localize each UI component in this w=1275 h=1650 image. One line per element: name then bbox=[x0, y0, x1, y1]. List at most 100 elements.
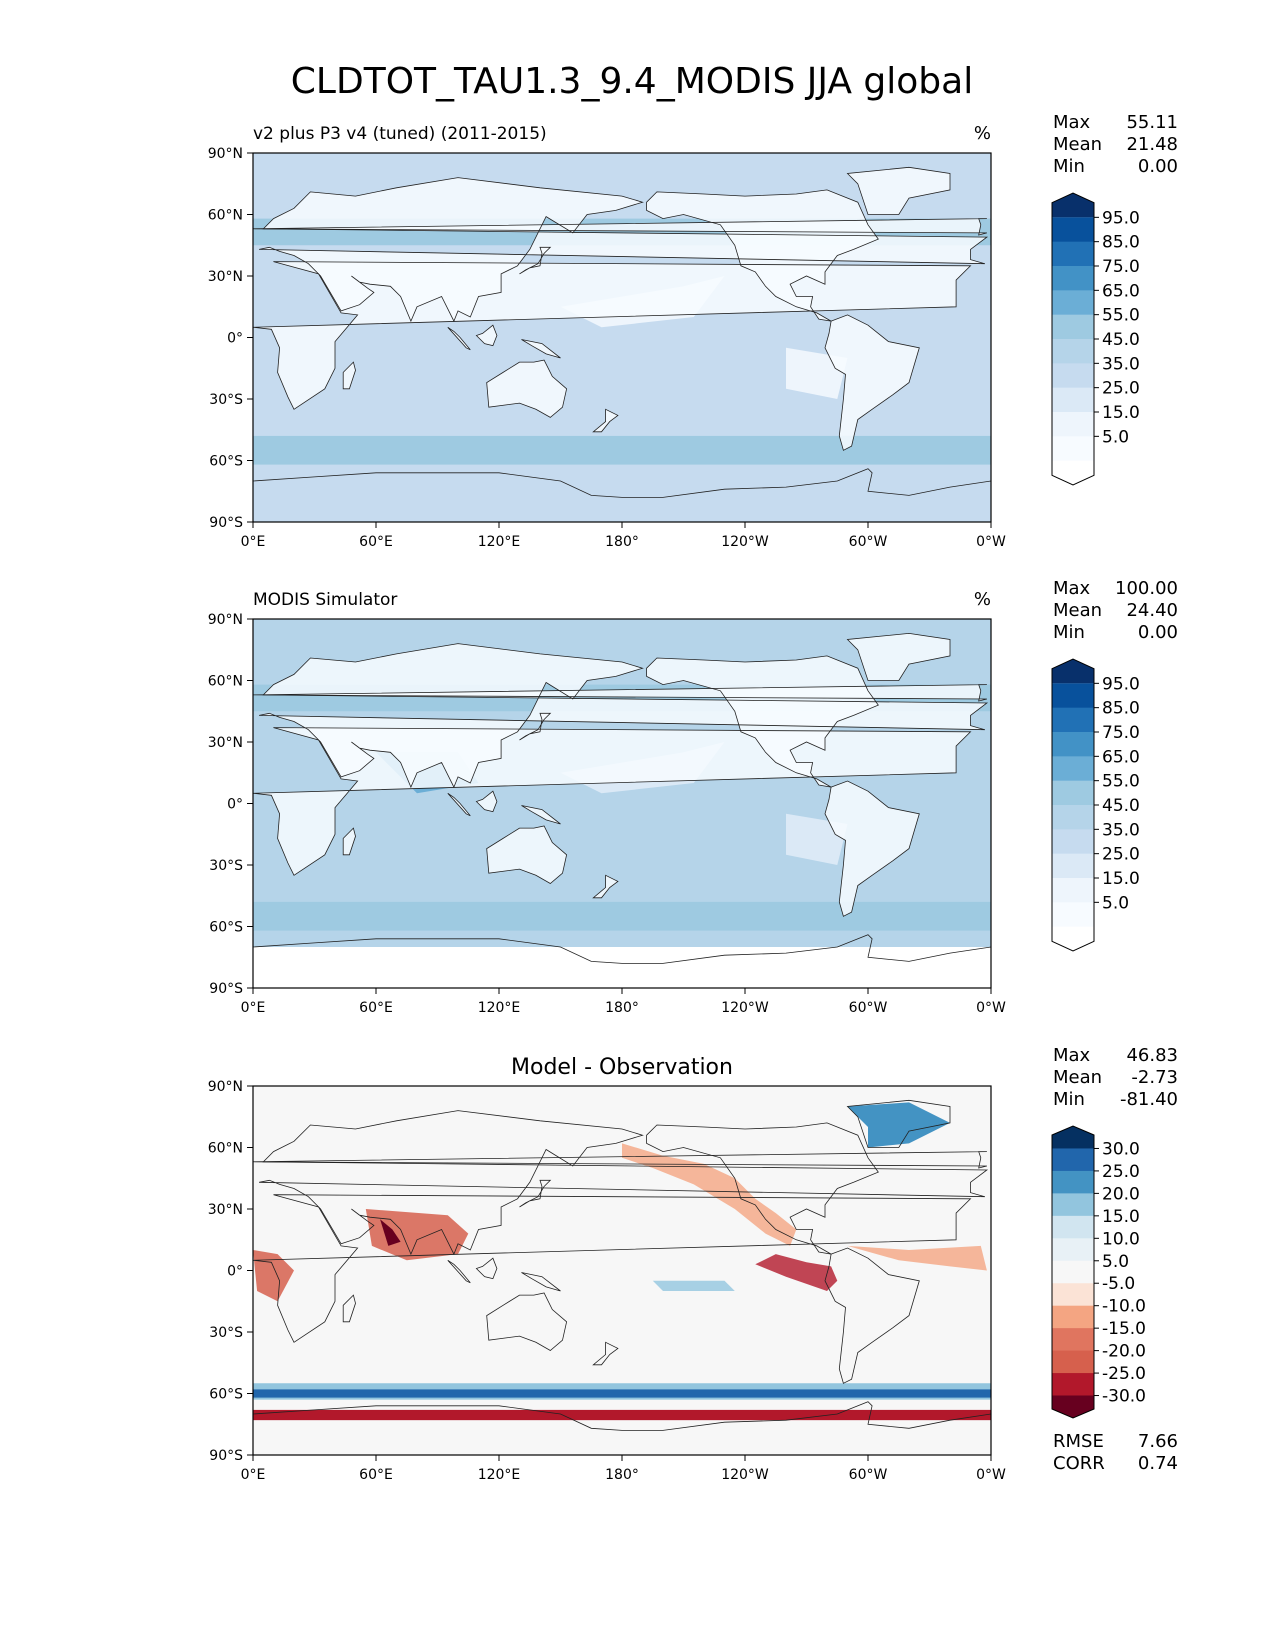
atlantic-negative bbox=[253, 1250, 294, 1302]
coastline-sumatra bbox=[447, 326, 471, 351]
colorbar-tick-label: 65.0 bbox=[1102, 747, 1140, 767]
coastline-madagascar bbox=[342, 361, 356, 390]
map-field bbox=[253, 1086, 991, 1455]
stat-label-corr: CORR bbox=[1053, 1453, 1105, 1474]
coastline-eurasia bbox=[259, 1110, 989, 1256]
lat-tick-label: 60°N bbox=[208, 208, 243, 224]
lat-tick-label: 30°S bbox=[209, 858, 243, 874]
colorbar-tick-label: 85.0 bbox=[1102, 233, 1140, 253]
lon-tick-label: 180° bbox=[605, 534, 639, 550]
colorbar-segment bbox=[1052, 878, 1094, 903]
colorbar-segment bbox=[1052, 780, 1094, 806]
coastline-namerica bbox=[646, 1122, 879, 1255]
coastline-australia bbox=[486, 825, 568, 884]
lon-tick-label: 60°W bbox=[849, 534, 888, 550]
colorbar-segment bbox=[1052, 756, 1094, 782]
stat-label-max: Max bbox=[1053, 112, 1091, 133]
colorbar-segment bbox=[1052, 1193, 1094, 1217]
stat-value-corr: 0.74 bbox=[1138, 1453, 1178, 1474]
colorbar-segment bbox=[1052, 1305, 1094, 1329]
coastline-newzealand bbox=[592, 874, 619, 899]
lat-tick-label: 30°N bbox=[208, 735, 243, 751]
coastline-newguinea bbox=[521, 339, 561, 359]
lon-tick-label: 60°W bbox=[849, 1467, 888, 1483]
lat-tick-label: 90°N bbox=[208, 1079, 243, 1095]
panel-left-title: MODIS Simulator bbox=[253, 590, 397, 610]
lon-tick-label: 120°W bbox=[721, 1467, 769, 1483]
coastline-newzealand bbox=[592, 408, 619, 433]
land-greenland bbox=[847, 633, 950, 681]
coastline-eurasia bbox=[259, 177, 989, 323]
coastline-japan bbox=[519, 246, 552, 275]
colorbar-tick-label: 25.0 bbox=[1102, 379, 1140, 399]
lon-tick-label: 120°E bbox=[478, 534, 521, 550]
colorbar-segment bbox=[1052, 314, 1094, 340]
stat-value-mean: -2.73 bbox=[1131, 1067, 1178, 1088]
stat-value-max: 46.83 bbox=[1126, 1045, 1178, 1066]
trop-atl-negative bbox=[847, 1245, 987, 1271]
figure-title: CLDTOT_TAU1.3_9.4_MODIS JJA global bbox=[291, 61, 973, 102]
coastlines bbox=[253, 166, 991, 522]
coastline-samerica bbox=[824, 314, 920, 451]
colorbar-tick-label: -5.0 bbox=[1102, 1274, 1135, 1294]
land-newguinea bbox=[521, 805, 561, 824]
map-panel-diff: 90°N 60°N 30°N 0° 30°S 60°S 90°S 0°E 60°E 120°E 18… bbox=[208, 1045, 1178, 1483]
land-eurasia bbox=[259, 643, 987, 788]
colorbar-extend-bottom bbox=[1052, 926, 1094, 951]
colorbar-tick-label: -25.0 bbox=[1102, 1364, 1146, 1384]
coastlines bbox=[253, 632, 991, 988]
coastline-newzealand bbox=[592, 1341, 619, 1366]
land-sumatra bbox=[447, 327, 471, 350]
lon-tick-label: 0°E bbox=[241, 1000, 266, 1016]
panel-units: % bbox=[974, 123, 991, 144]
colorbar-tick-label: 85.0 bbox=[1102, 699, 1140, 719]
colorbar-segment bbox=[1052, 829, 1094, 855]
coastline-namerica bbox=[646, 655, 879, 788]
colorbar-outline bbox=[1051, 1125, 1095, 1419]
coastline-africa bbox=[253, 727, 972, 876]
land-japan bbox=[519, 713, 551, 740]
land-britain bbox=[253, 218, 987, 235]
coastline-britain bbox=[253, 1151, 987, 1169]
colorbar-tick-label: 25.0 bbox=[1102, 845, 1140, 865]
colorbar-tick-label: 95.0 bbox=[1102, 208, 1140, 228]
colorbar-tick-label: 15.0 bbox=[1102, 1207, 1140, 1227]
lon-tick-label: 120°E bbox=[478, 1000, 521, 1016]
lat-tick-label: 30°S bbox=[209, 392, 243, 408]
colorbar-tick-label: -15.0 bbox=[1102, 1319, 1146, 1339]
coastline-antarctica bbox=[253, 468, 991, 522]
colorbar-segment bbox=[1052, 683, 1094, 709]
lat-tick-label: 30°S bbox=[209, 1325, 243, 1341]
land-sumatra bbox=[447, 793, 471, 816]
coastline-australia bbox=[486, 359, 568, 418]
lat-tick-label: 0° bbox=[227, 1264, 243, 1280]
lat-tick-label: 0° bbox=[227, 797, 243, 813]
coastline-britain bbox=[253, 684, 987, 702]
colorbar-segment bbox=[1052, 1283, 1094, 1307]
coastline-sumatra bbox=[447, 1259, 471, 1284]
colorbar-extend-bottom bbox=[1052, 1395, 1094, 1418]
stat-label-min: Min bbox=[1053, 156, 1085, 177]
lon-tick-label: 60°E bbox=[359, 1000, 393, 1016]
colorbar-segment bbox=[1052, 1148, 1094, 1172]
lon-tick-label: 60°W bbox=[849, 1000, 888, 1016]
colorbar-segment bbox=[1052, 805, 1094, 830]
colorbar-tick-label: 35.0 bbox=[1102, 820, 1140, 840]
lat-tick-label: 30°N bbox=[208, 269, 243, 285]
stat-label-mean: Mean bbox=[1053, 1067, 1102, 1088]
map-field bbox=[253, 619, 991, 988]
coastline-newguinea bbox=[521, 805, 561, 825]
lon-tick-label: 120°E bbox=[478, 1467, 521, 1483]
colorbar-tick-label: 15.0 bbox=[1102, 869, 1140, 889]
epac-positive bbox=[652, 1280, 735, 1291]
colorbar-tick-label: -30.0 bbox=[1102, 1387, 1146, 1407]
coastline-borneo bbox=[475, 1257, 498, 1280]
land-samerica bbox=[825, 781, 920, 917]
land-australia bbox=[486, 360, 567, 418]
coastline-samerica bbox=[824, 1247, 920, 1384]
coastline-britain bbox=[253, 218, 987, 236]
colorbar-tick-label: 20.0 bbox=[1102, 1184, 1140, 1204]
colorbar-segment bbox=[1052, 387, 1094, 413]
colorbar-tick-label: 75.0 bbox=[1102, 257, 1140, 277]
